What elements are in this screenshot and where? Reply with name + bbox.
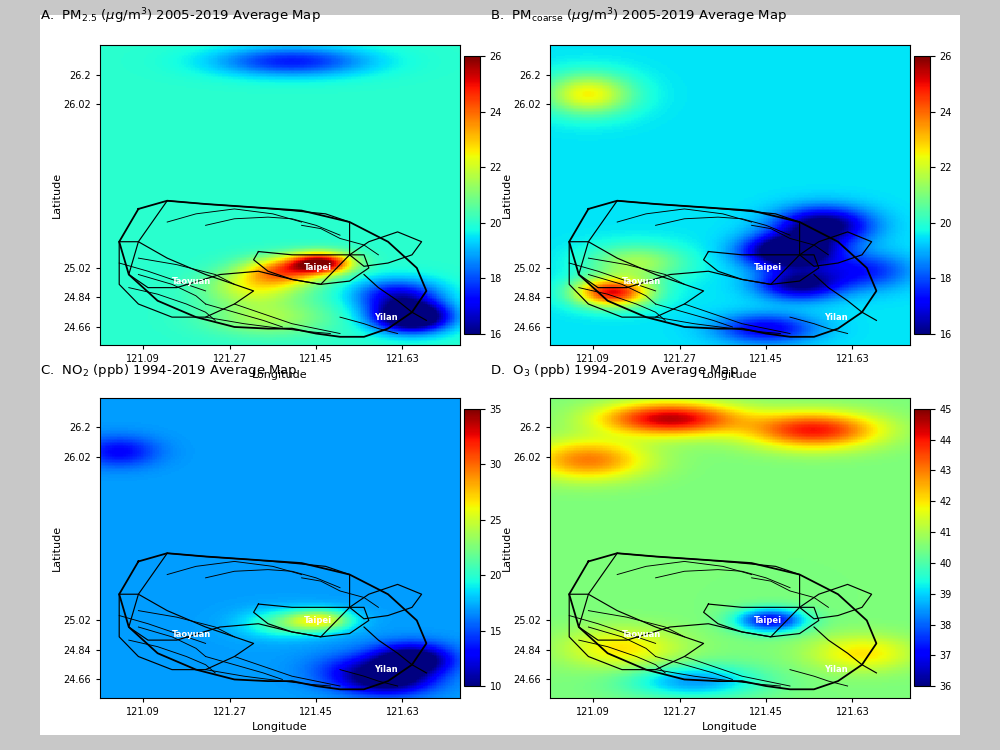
Text: Taipei: Taipei — [754, 263, 782, 272]
Text: D.  $\mathrm{O_3}$ (ppb) 1994-2019 Average Map: D. $\mathrm{O_3}$ (ppb) 1994-2019 Averag… — [490, 362, 739, 379]
Text: Yilan: Yilan — [374, 313, 397, 322]
Text: Taoyuan: Taoyuan — [622, 630, 661, 639]
X-axis label: Longitude: Longitude — [252, 722, 308, 732]
Y-axis label: Latitude: Latitude — [52, 172, 62, 218]
X-axis label: Longitude: Longitude — [702, 722, 758, 732]
Text: Taipei: Taipei — [304, 616, 332, 625]
Text: Yilan: Yilan — [374, 665, 397, 674]
Text: Yilan: Yilan — [824, 313, 847, 322]
Y-axis label: Latitude: Latitude — [52, 524, 62, 571]
Y-axis label: Latitude: Latitude — [502, 172, 512, 218]
Text: Yilan: Yilan — [824, 665, 847, 674]
Text: Taoyuan: Taoyuan — [172, 630, 211, 639]
Text: Taoyuan: Taoyuan — [172, 278, 211, 286]
Text: Taoyuan: Taoyuan — [622, 278, 661, 286]
Y-axis label: Latitude: Latitude — [502, 524, 512, 571]
Text: A.  $\mathrm{PM_{2.5}}$ ($\mu$g/m$^3$) 2005-2019 Average Map: A. $\mathrm{PM_{2.5}}$ ($\mu$g/m$^3$) 20… — [40, 7, 321, 26]
Text: C.  $\mathrm{NO_2}$ (ppb) 1994-2019 Average Map: C. $\mathrm{NO_2}$ (ppb) 1994-2019 Avera… — [40, 362, 298, 379]
Text: Taipei: Taipei — [754, 616, 782, 625]
Text: B.  $\mathrm{PM_{coarse}}$ ($\mu$g/m$^3$) 2005-2019 Average Map: B. $\mathrm{PM_{coarse}}$ ($\mu$g/m$^3$)… — [490, 7, 787, 26]
X-axis label: Longitude: Longitude — [252, 370, 308, 380]
Text: Taipei: Taipei — [304, 263, 332, 272]
X-axis label: Longitude: Longitude — [702, 370, 758, 380]
